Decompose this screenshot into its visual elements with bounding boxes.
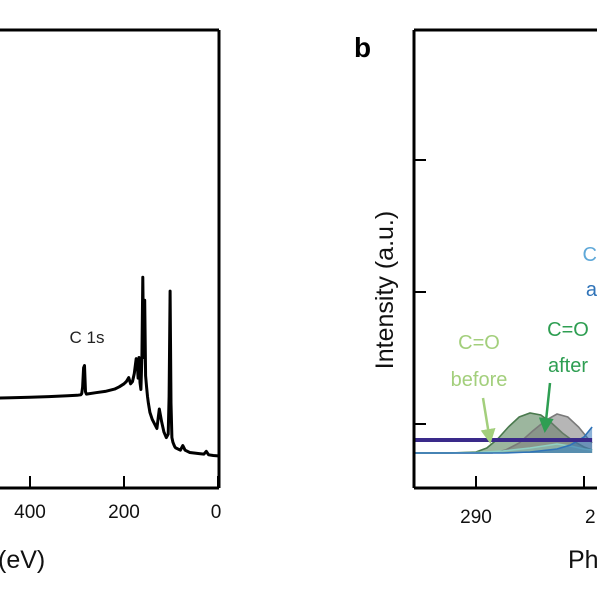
panel-b-component-4-line <box>414 426 593 454</box>
panel-b-annotation-blue-a: a <box>586 279 597 301</box>
panel-b-arrow-co-before <box>480 397 496 444</box>
panel-a-series-line <box>0 275 219 458</box>
panel-a-x-tick-label-200: 200 <box>108 502 140 523</box>
panel-a-x-axis-title: (eV) <box>0 546 45 574</box>
panel-a: 400 200 0 (eV) C 1s <box>0 28 222 574</box>
panel-a-annotation-c1s: C 1s <box>70 328 105 347</box>
panel-b-annotation-co-after-1: C=O <box>547 319 589 341</box>
panel-b-arrow-co-after <box>538 382 554 433</box>
panel-b-component-4-area <box>414 427 593 453</box>
panel-b-y-axis-title: Intensity (a.u.) <box>371 211 399 369</box>
panel-b-x-tick-label-next: 2 <box>585 507 596 528</box>
panel-b-annotation-co-before-2: before <box>451 369 508 391</box>
panel-a-x-tick-label-400: 400 <box>14 502 46 523</box>
panel-b-annotation-blue-c: C <box>583 244 597 266</box>
panel-b-x-axis-title: Ph <box>568 546 597 574</box>
panel-b-label: b <box>354 32 371 63</box>
panel-b-x-tick-label-290: 290 <box>460 507 492 528</box>
panel-b-plot <box>414 412 593 454</box>
panel-a-plot <box>0 275 219 458</box>
panel-b: b 290 2 Intensity (a.u.) Ph C=O before C… <box>354 28 597 574</box>
panel-a-x-tick-label-0: 0 <box>211 502 222 523</box>
panel-b-annotation-co-after-2: after <box>548 355 588 377</box>
panel-b-annotation-co-before-1: C=O <box>458 332 500 354</box>
